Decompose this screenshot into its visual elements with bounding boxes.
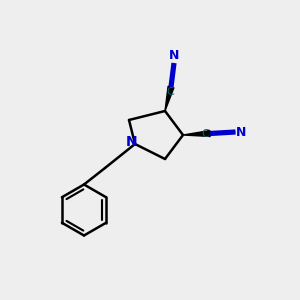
Text: C: C [167,87,174,98]
Text: C: C [202,129,209,139]
Text: N: N [169,49,179,62]
Polygon shape [165,86,174,111]
Text: N: N [236,125,247,139]
Text: N: N [126,136,138,149]
Polygon shape [183,130,210,136]
